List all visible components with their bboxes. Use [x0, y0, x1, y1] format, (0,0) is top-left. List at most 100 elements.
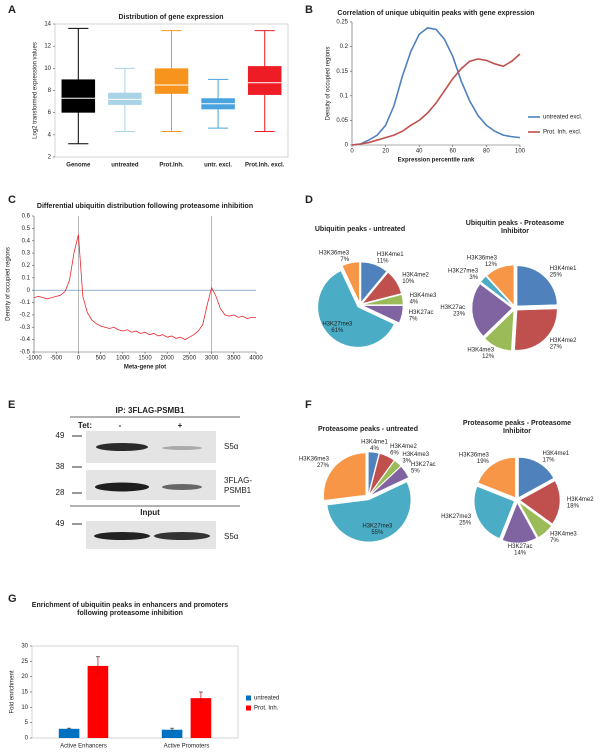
y-tick-label: 0.15 [336, 69, 348, 75]
y-tick-label: 5 [25, 720, 29, 726]
y-axis-label: Density of occupied regions [6, 247, 12, 321]
y-tick-label: 0.5 [22, 226, 31, 232]
pie-slice [341, 261, 360, 303]
pie-slice [516, 265, 558, 307]
y-tick-label: -0.5 [20, 350, 31, 356]
y-tick-label: 8 [48, 88, 52, 94]
band [162, 446, 202, 450]
band [95, 482, 149, 492]
pie-slice [369, 453, 395, 495]
slice-label: H3K4me3 [467, 348, 494, 354]
pie-slice [502, 502, 537, 544]
slice-value: 3% [469, 275, 478, 281]
y-tick-label: 4 [48, 132, 52, 138]
y-tick-label: 0 [27, 288, 31, 294]
tet-label: Tet: [78, 421, 92, 430]
y-tick-label: 0.6 [22, 214, 31, 220]
x-tick-label: 0 [350, 149, 354, 155]
mw-marker: 38 [56, 462, 65, 471]
slice-label: H3K4me2 [567, 497, 594, 503]
slice-label: H3K4me2 [390, 444, 417, 450]
pie-slice [518, 502, 552, 538]
slice-label: H3K36me3 [467, 255, 498, 261]
slice-label: H3K4me1 [542, 451, 569, 457]
slice-value: 25% [459, 520, 472, 526]
slice-label: H3K27me3 [448, 268, 479, 274]
pie-slice [369, 460, 401, 495]
y-tick-label: -0.3 [20, 325, 31, 331]
bar [161, 729, 183, 738]
slice-value: 12% [485, 262, 498, 268]
band [154, 532, 210, 540]
y-axis-label: Log2 transformed expression values [33, 42, 39, 139]
slice-label: H3K27ac [409, 310, 434, 316]
x-tick-label: -1000 [26, 356, 42, 362]
slice-label: H3K4me3 [550, 532, 577, 538]
x-tick-label: Prot.Inh. [159, 163, 184, 169]
slice-value: 17% [542, 458, 555, 464]
pie-slice [326, 481, 412, 543]
slice-label: H3K27me3 [322, 322, 353, 328]
slice-value: 7% [550, 538, 559, 544]
slice-value: 61% [331, 328, 344, 334]
y-tick-label: 6 [48, 110, 52, 116]
box [108, 92, 142, 105]
slice-value: 4% [370, 446, 379, 452]
slice-value: 14% [514, 550, 527, 556]
pie-slice [362, 294, 404, 305]
y-tick-label: 0.05 [336, 118, 348, 124]
slice-value: 55% [371, 530, 384, 536]
x-tick-label: 0 [77, 356, 81, 362]
y-tick-label: 30 [21, 644, 28, 650]
slice-label: H3K36me3 [459, 453, 490, 459]
pie-slice [362, 305, 404, 324]
line-series [351, 53, 521, 146]
y-tick-label: 25 [21, 659, 28, 665]
slice-value: 3% [402, 459, 411, 465]
slice-label: H3K27me3 [362, 523, 393, 529]
x-tick-label: Prot.Inh. excl. [245, 163, 285, 169]
slice-label: H3K4me3 [402, 452, 429, 458]
pie-slice [486, 264, 515, 306]
chart-title: Differential ubiquitin distribution foll… [36, 203, 254, 210]
x-tick-label: -500 [50, 356, 63, 362]
x-tick-label: Active Enhancers [60, 744, 107, 750]
pie-slice [518, 457, 554, 498]
x-tick-label: 2000 [161, 356, 175, 362]
y-tick-label: 20 [21, 674, 28, 680]
y-tick-label: 0.1 [340, 93, 349, 99]
bar [87, 665, 109, 738]
mw-marker: 49 [56, 431, 65, 440]
y-tick-label: 0.2 [22, 263, 31, 269]
pie-slice [514, 308, 558, 351]
band-label: 3FLAG- [224, 476, 252, 485]
pie-slice [477, 457, 516, 498]
band-label: S5α [224, 442, 239, 451]
input-label: Input [140, 508, 160, 517]
chart-title: Enrichment of ubiquitin peaks in enhance… [31, 602, 229, 618]
line-series [33, 234, 256, 341]
legend-label: untreated excl. [543, 115, 583, 121]
y-tick-label: 12 [44, 44, 51, 50]
panel-letter: G [8, 593, 17, 605]
legend-label: Prot. Inh. excl. [543, 130, 582, 136]
band-label: S5α [224, 532, 239, 541]
slice-label: H3K27ac [411, 462, 436, 468]
legend-swatch [246, 695, 251, 701]
band [94, 532, 150, 540]
y-tick-label: 0.2 [340, 44, 349, 50]
y-tick-label: 0.25 [336, 20, 348, 26]
slice-value: 27% [317, 463, 330, 469]
panel-letter: B [305, 4, 313, 16]
y-tick-label: 0.4 [22, 238, 31, 244]
box [247, 66, 282, 95]
mw-marker: 49 [56, 519, 65, 528]
chart-title: Ubiquitin peaks - Proteasome Inhibitor [465, 220, 565, 236]
chart-title: Proteasome peaks - untreated [318, 426, 418, 433]
y-tick-label: 0 [345, 143, 349, 149]
x-tick-label: 4000 [249, 356, 263, 362]
x-tick-label: 1500 [138, 356, 152, 362]
slice-value: 5% [411, 468, 420, 474]
pie-slice [361, 272, 402, 304]
x-axis-label: Expression percentile rank [398, 158, 475, 164]
